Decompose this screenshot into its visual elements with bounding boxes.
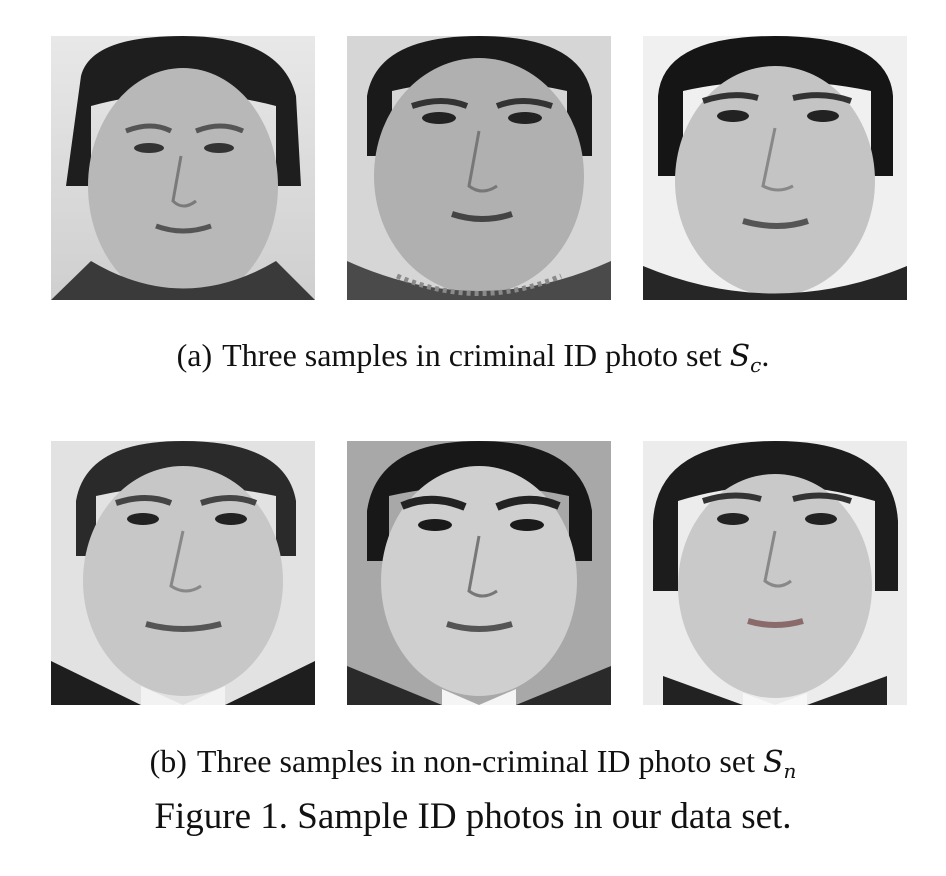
figure-caption: Figure 1. Sample ID photos in our data s…: [154, 796, 792, 837]
face-photo-graphic: [643, 36, 907, 300]
face-photo-graphic: [347, 36, 611, 300]
criminal-id-photo-3: [643, 36, 907, 300]
criminal-id-photo-2: [347, 36, 611, 300]
subfigure-b-symbol-base: S: [762, 745, 784, 780]
subfigure-a-text: Three samples in criminal ID photo set: [222, 337, 722, 373]
subfigure-b-symbol-subscript: n: [783, 759, 797, 783]
face-photo-graphic: [51, 36, 315, 300]
subfigure-b-text: Three samples in non-criminal ID photo s…: [196, 743, 755, 779]
non-criminal-id-photo-2: [347, 441, 611, 705]
subfigure-b-symbol: Sn: [762, 745, 797, 783]
subfigure-a-caption: (a) Three samples in criminal ID photo se…: [0, 335, 946, 385]
subfigure-b-caption: (b) Three samples in non-criminal ID phot…: [0, 741, 946, 791]
subfigure-a-symbol: Sc: [729, 339, 762, 377]
face-photo-graphic: [347, 441, 611, 705]
subfigure-a-symbol-subscript: c: [750, 353, 762, 377]
face-photo-graphic: [51, 441, 315, 705]
criminal-id-photo-1: [51, 36, 315, 300]
subfigure-a-symbol-base: S: [729, 339, 751, 374]
subfigure-a-trailing: .: [761, 337, 770, 373]
face-photo-graphic: [643, 441, 907, 705]
subfigure-b-tag: (b): [149, 743, 187, 779]
non-criminal-id-photo-3: [643, 441, 907, 705]
subfigure-a-tag: (a): [176, 337, 213, 373]
non-criminal-id-photo-1: [51, 441, 315, 705]
